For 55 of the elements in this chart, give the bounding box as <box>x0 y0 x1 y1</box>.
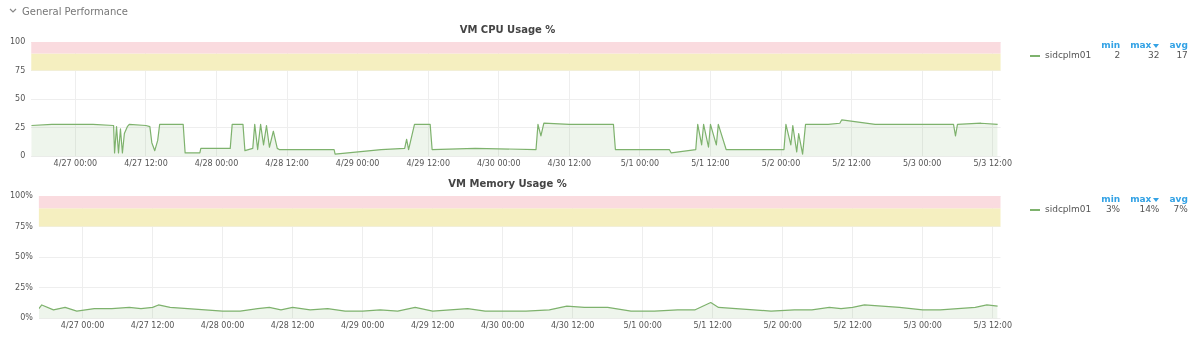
x-tick-label: 4/28 00:00 <box>200 321 245 331</box>
y-tick-label: 0 <box>20 151 26 161</box>
x-tick-label: 4/27 00:00 <box>60 321 105 331</box>
x-tick-label: 4/29 00:00 <box>335 159 380 169</box>
x-tick-label: 4/30 00:00 <box>480 321 525 331</box>
x-tick-label: 5/3 00:00 <box>902 159 942 169</box>
legend-label: sidcplm01 <box>1045 50 1092 60</box>
legend-label: sidcplm01 <box>1045 204 1092 214</box>
text: 17 <box>1175 50 1189 60</box>
text: max <box>1129 40 1153 50</box>
y-tick-label: 50% <box>15 252 34 262</box>
x-tick-label: 5/1 00:00 <box>623 321 662 331</box>
text: 2 <box>1113 50 1122 60</box>
x-tick-label: 5/1 00:00 <box>620 159 660 169</box>
y-tick-label: 75 <box>15 65 26 75</box>
x-tick-label: 4/29 12:00 <box>410 321 455 331</box>
text: 32 <box>1147 50 1161 60</box>
y-tick-label: 25 <box>15 122 26 132</box>
y-tick-label: 75% <box>15 221 34 231</box>
text: min <box>1100 194 1122 204</box>
text: max <box>1129 194 1153 204</box>
x-tick-label: 5/3 00:00 <box>903 321 942 331</box>
text: 7% <box>1172 204 1189 214</box>
x-tick-label: 5/2 12:00 <box>833 321 872 331</box>
x-tick-label: 4/27 00:00 <box>53 159 98 169</box>
y-tick-label: 100% <box>10 191 34 201</box>
x-tick-label: 4/30 12:00 <box>550 321 595 331</box>
x-tick-label: 5/3 12:00 <box>973 159 1012 169</box>
x-tick-label: 5/1 12:00 <box>693 321 732 331</box>
text: avg <box>1168 194 1189 204</box>
x-tick-label: 4/27 12:00 <box>130 321 175 331</box>
chart-title: VM CPU Usage % <box>459 23 556 35</box>
x-tick-label: 4/29 00:00 <box>340 321 385 331</box>
text: General Performance <box>22 5 128 17</box>
text: 3% <box>1104 204 1122 214</box>
x-tick-label: 5/2 00:00 <box>763 321 802 331</box>
x-tick-label: 4/27 12:00 <box>124 159 168 169</box>
text: 14% <box>1138 204 1161 214</box>
x-tick-label: 4/30 00:00 <box>476 159 521 169</box>
x-tick-label: 5/1 12:00 <box>691 159 730 169</box>
x-tick-label: 4/29 12:00 <box>406 159 450 169</box>
x-tick-label: 5/2 00:00 <box>761 159 801 169</box>
x-tick-label: 5/2 12:00 <box>832 159 871 169</box>
y-tick-label: 50 <box>15 94 26 104</box>
y-tick-label: 0% <box>20 313 34 323</box>
x-tick-label: 5/3 12:00 <box>973 321 1012 331</box>
text: min <box>1100 40 1122 50</box>
x-tick-label: 4/28 12:00 <box>265 159 309 169</box>
text: avg <box>1168 40 1189 50</box>
y-tick-label: 100 <box>9 37 26 47</box>
x-tick-label: 4/28 12:00 <box>270 321 315 331</box>
x-tick-label: 4/30 12:00 <box>547 159 592 169</box>
x-tick-label: 4/28 00:00 <box>194 159 239 169</box>
y-tick-label: 25% <box>15 282 34 292</box>
chart-title: VM Memory Usage % <box>448 177 567 189</box>
